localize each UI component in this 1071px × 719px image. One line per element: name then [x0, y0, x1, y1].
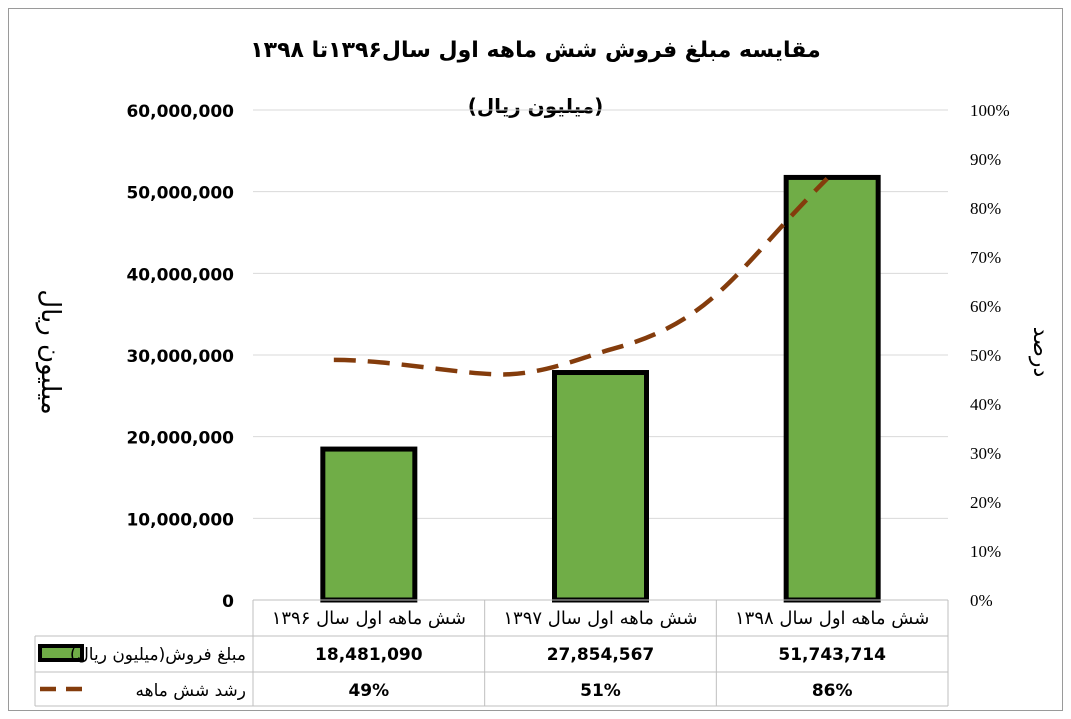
chart-frame: [8, 8, 1063, 711]
y2-tick-label: 70%: [970, 248, 1001, 267]
y-tick-label: 20,000,000: [126, 429, 234, 449]
x-category-label: شش ماهه اول سال ۱۳۹۶: [272, 608, 466, 629]
chart-subtitle: (میلیون ریال): [467, 94, 604, 118]
y-tick-label: 0: [222, 592, 234, 612]
growth-line-series: [333, 177, 829, 377]
legend-label: رشد شش ماهه: [136, 681, 246, 701]
y2-tick-label: 10%: [970, 542, 1001, 561]
legend-swatch-bar: [38, 644, 84, 662]
y-tick-label: 40,000,000: [126, 265, 234, 285]
y2-tick-label: 0%: [970, 591, 993, 610]
data-table-value: 51,743,714: [778, 645, 886, 665]
data-table-value: 27,854,567: [547, 645, 655, 665]
growth-line: [333, 177, 829, 377]
y2-tick-label: 20%: [970, 493, 1001, 512]
bar-series: [320, 174, 881, 603]
y2-tick-label: 50%: [970, 346, 1001, 365]
data-table-value: 49%: [348, 681, 389, 701]
bar: [552, 370, 649, 603]
data-table: شش ماهه اول سال ۱۳۹۶ شش ماهه اول سال ۱۳۹۷…: [34, 599, 949, 707]
y2-tick-label: 90%: [970, 150, 1001, 169]
y-tick-label: 30,000,000: [126, 347, 234, 367]
y2-tick-label: 60%: [970, 297, 1001, 316]
y-axis-label: میلیون ریال: [35, 289, 65, 415]
legend-label: مبلغ فروش(میلیون ریال): [70, 645, 246, 665]
y2-axis-label: درصد: [1028, 327, 1053, 378]
data-table-value: 18,481,090: [315, 645, 423, 665]
y2-tick-label: 100%: [970, 101, 1010, 120]
right-axis-ticks: 0% 10% 20% 30% 40% 50% 60% 70% 80% 90% 100%: [970, 101, 1010, 610]
left-axis-ticks: 0 10,000,000 20,000,000 30,000,000 40,000,00…: [126, 102, 234, 612]
data-table-value: 51%: [580, 681, 621, 701]
x-category-label: شش ماهه اول سال ۱۳۹۷: [503, 608, 697, 629]
y-tick-label: 50,000,000: [126, 184, 234, 204]
bar: [320, 446, 418, 603]
y-tick-label: 60,000,000: [126, 102, 234, 122]
x-category-label: شش ماهه اول سال ۱۳۹۸: [735, 608, 929, 629]
bar: [783, 174, 881, 603]
y-tick-label: 10,000,000: [126, 510, 234, 530]
data-table-value: 86%: [812, 681, 853, 701]
y2-tick-label: 80%: [970, 199, 1001, 218]
y2-tick-label: 30%: [970, 444, 1001, 463]
chart-title: مقایسه مبلغ فروش شش ماهه اول سال۱۳۹۶تا ۱…: [250, 38, 821, 63]
y2-tick-label: 40%: [970, 395, 1001, 414]
